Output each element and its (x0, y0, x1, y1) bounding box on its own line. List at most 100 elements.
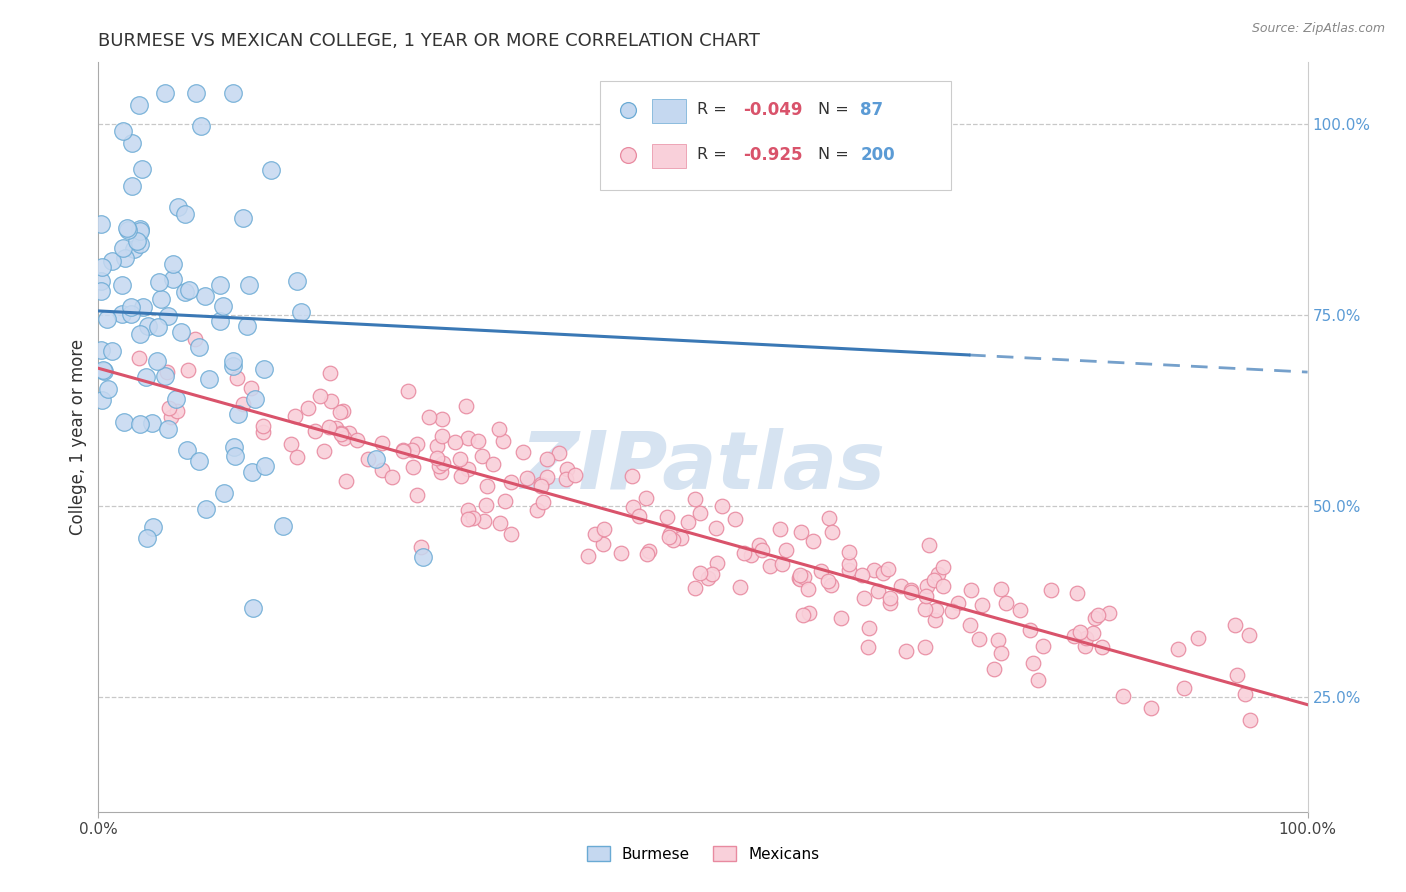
Point (1019, 623, 1042, 637)
Point (142, 520, 165, 534)
Point (501, 526, 523, 541)
Point (661, 533, 683, 547)
Point (946, 596, 969, 610)
Point (1074, 639, 1097, 653)
Point (242, 601, 264, 615)
Point (238, 278, 260, 293)
Point (232, 211, 254, 225)
Point (1237, 628, 1260, 642)
Point (418, 410, 440, 425)
Point (112, 415, 135, 429)
Point (128, 98, 150, 112)
Point (115, 221, 138, 235)
Point (924, 613, 946, 627)
Point (129, 224, 152, 238)
Point (1226, 668, 1249, 682)
Point (337, 426, 360, 441)
Point (252, 418, 274, 433)
Point (636, 548, 658, 562)
Point (733, 546, 755, 560)
Point (621, 500, 644, 514)
Point (173, 207, 195, 221)
Point (820, 578, 842, 592)
Point (146, 354, 169, 368)
Point (91, 363, 114, 377)
Point (689, 506, 711, 520)
Point (730, 580, 752, 594)
Point (392, 444, 415, 458)
Point (710, 500, 733, 514)
Point (101, 254, 124, 268)
Point (406, 488, 429, 502)
Point (471, 449, 494, 463)
Point (208, 278, 231, 293)
Point (190, 119, 212, 133)
Point (165, 392, 187, 407)
Y-axis label: College, 1 year or more: College, 1 year or more (69, 339, 87, 535)
Point (280, 437, 302, 451)
Point (314, 444, 336, 458)
Point (401, 443, 423, 458)
Point (972, 598, 994, 612)
Point (634, 491, 657, 506)
Point (1233, 688, 1256, 702)
Point (1239, 714, 1261, 728)
Point (914, 602, 936, 616)
Point (914, 640, 936, 655)
Text: Source: ZipAtlas.com: Source: ZipAtlas.com (1251, 22, 1385, 36)
Point (817, 574, 839, 589)
Point (547, 446, 569, 460)
Point (536, 470, 558, 484)
Point (1040, 582, 1063, 597)
Point (271, 519, 294, 533)
Point (1063, 628, 1085, 642)
Point (515, 471, 537, 485)
Point (162, 272, 184, 286)
Point (432, 456, 454, 470)
Point (689, 566, 711, 580)
Point (801, 534, 824, 549)
Point (837, 545, 859, 559)
Point (838, 557, 860, 571)
Point (240, 465, 263, 479)
Point (225, 370, 247, 384)
Point (704, 521, 727, 535)
Point (793, 570, 815, 584)
Point (915, 579, 938, 593)
Point (457, 503, 479, 517)
Point (166, 200, 188, 214)
Point (430, 465, 453, 479)
Point (148, 275, 170, 289)
Text: 87: 87 (860, 101, 883, 119)
Point (821, 524, 844, 539)
Point (409, 541, 432, 555)
Point (863, 563, 886, 577)
Point (918, 538, 941, 552)
Point (894, 644, 917, 658)
Point (959, 617, 981, 632)
Point (224, 449, 246, 463)
Point (297, 401, 319, 416)
Point (135, 370, 157, 384)
Point (304, 424, 326, 438)
Point (90, 392, 112, 407)
Point (960, 582, 983, 597)
Point (866, 584, 889, 599)
Point (177, 363, 200, 377)
Point (990, 646, 1012, 660)
Point (457, 511, 479, 525)
Point (141, 416, 163, 430)
Point (330, 427, 353, 442)
Point (1087, 607, 1109, 622)
Point (1111, 690, 1133, 704)
Point (184, 332, 207, 346)
Point (1140, 701, 1163, 715)
Point (1066, 586, 1088, 600)
Point (402, 459, 425, 474)
Point (149, 292, 172, 306)
Legend: Burmese, Mexicans: Burmese, Mexicans (581, 840, 825, 868)
Point (1028, 673, 1050, 688)
Point (1032, 639, 1054, 653)
Point (683, 492, 706, 507)
Point (536, 451, 558, 466)
